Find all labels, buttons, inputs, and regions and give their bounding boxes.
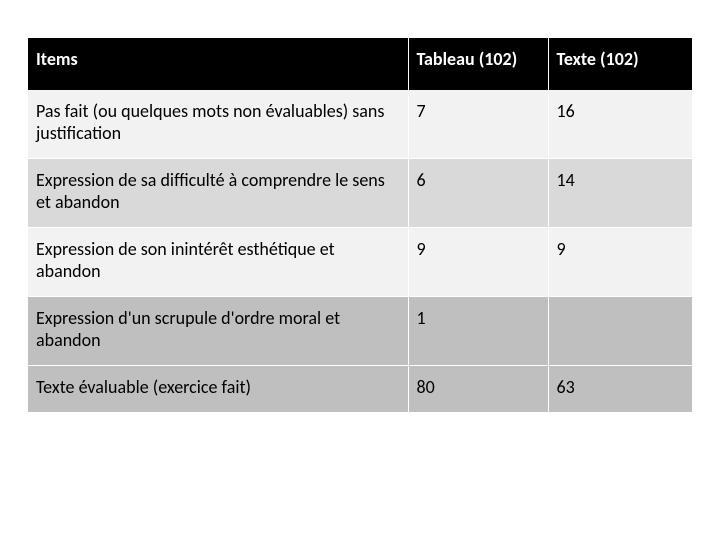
col-header-items: Items	[28, 38, 408, 90]
table-row: Texte évaluable (exercice fait) 80 63	[28, 366, 692, 413]
col-header-tableau: Tableau (102)	[408, 38, 548, 90]
cell-items: Expression de son inintérêt esthétique e…	[28, 228, 408, 297]
cell-texte: 16	[548, 90, 692, 159]
table-row: Expression de sa difficulté à comprendre…	[28, 159, 692, 228]
cell-texte: 9	[548, 228, 692, 297]
cell-tableau: 6	[408, 159, 548, 228]
cell-items: Texte évaluable (exercice fait)	[28, 366, 408, 413]
data-table: Items Tableau (102) Texte (102) Pas fait…	[28, 38, 692, 413]
cell-tableau: 1	[408, 297, 548, 366]
cell-texte: 63	[548, 366, 692, 413]
cell-tableau: 80	[408, 366, 548, 413]
col-header-texte: Texte (102)	[548, 38, 692, 90]
cell-items: Expression d'un scrupule d'ordre moral e…	[28, 297, 408, 366]
table-header: Items Tableau (102) Texte (102)	[28, 38, 692, 90]
cell-tableau: 7	[408, 90, 548, 159]
cell-items: Expression de sa difficulté à comprendre…	[28, 159, 408, 228]
table-row: Pas fait (ou quelques mots non évaluable…	[28, 90, 692, 159]
cell-tableau: 9	[408, 228, 548, 297]
table-row: Expression d'un scrupule d'ordre moral e…	[28, 297, 692, 366]
table-row: Expression de son inintérêt esthétique e…	[28, 228, 692, 297]
cell-texte: 14	[548, 159, 692, 228]
cell-texte	[548, 297, 692, 366]
table-body: Pas fait (ou quelques mots non évaluable…	[28, 90, 692, 413]
cell-items: Pas fait (ou quelques mots non évaluable…	[28, 90, 408, 159]
